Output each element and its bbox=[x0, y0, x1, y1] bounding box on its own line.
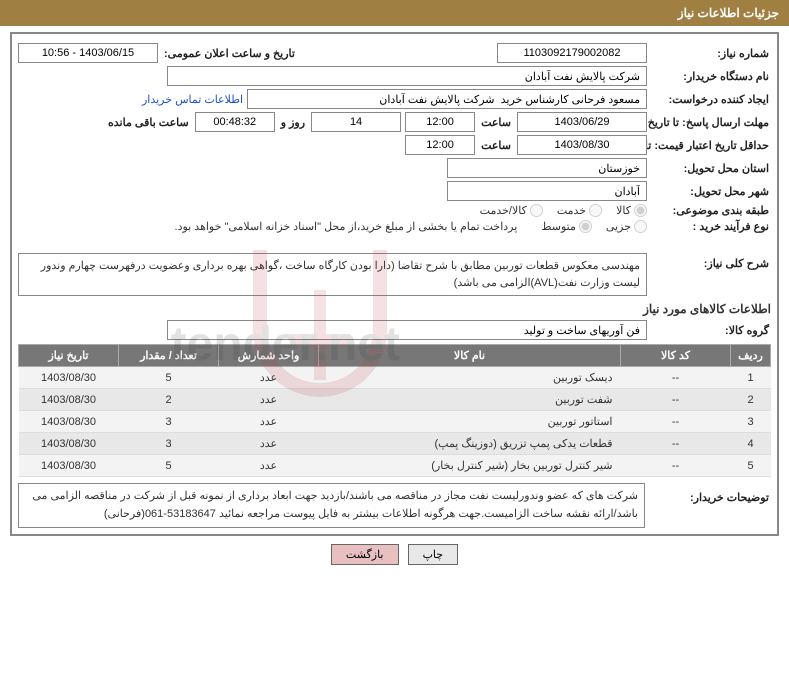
cell-unit: عدد bbox=[219, 433, 319, 455]
proc-radios: جزیی متوسط bbox=[541, 220, 647, 233]
cell-qty: 2 bbox=[119, 389, 219, 411]
cell-unit: عدد bbox=[219, 455, 319, 477]
items-table: ردیف کد کالا نام کالا واحد شمارش تعداد /… bbox=[18, 344, 771, 477]
cell-unit: عدد bbox=[219, 411, 319, 433]
cell-code: -- bbox=[621, 455, 731, 477]
announce-label: تاریخ و ساعت اعلان عمومی: bbox=[162, 47, 297, 60]
th-name: نام کالا bbox=[319, 345, 621, 367]
announce-field bbox=[18, 43, 158, 63]
validity-time-field bbox=[405, 135, 475, 155]
cell-name: شفت توربین bbox=[319, 389, 621, 411]
requester-field bbox=[247, 89, 647, 109]
contact-link[interactable]: اطلاعات تماس خریدار bbox=[142, 93, 243, 106]
days-label: روز و bbox=[279, 116, 307, 129]
table-row: 5--شیر کنترل توربین بخار (شیر کنترل بخار… bbox=[19, 455, 771, 477]
cell-n: 5 bbox=[731, 455, 771, 477]
cell-qty: 5 bbox=[119, 367, 219, 389]
page-title: جزئیات اطلاعات نیاز bbox=[678, 6, 779, 20]
back-button[interactable]: بازگشت bbox=[331, 544, 399, 565]
table-row: 4--قطعات یدکی پمپ تزریق (دوزینگ پمپ)عدد3… bbox=[19, 433, 771, 455]
cell-qty: 3 bbox=[119, 411, 219, 433]
cell-name: قطعات یدکی پمپ تزریق (دوزینگ پمپ) bbox=[319, 433, 621, 455]
countdown-field bbox=[195, 112, 275, 132]
cell-n: 3 bbox=[731, 411, 771, 433]
radio-goods[interactable]: کالا bbox=[616, 204, 647, 217]
cell-qty: 5 bbox=[119, 455, 219, 477]
table-row: 2--شفت توربینعدد21403/08/30 bbox=[19, 389, 771, 411]
cell-n: 4 bbox=[731, 433, 771, 455]
group-label: گروه کالا: bbox=[651, 324, 771, 337]
cell-date: 1403/08/30 bbox=[19, 367, 119, 389]
city-field bbox=[447, 181, 647, 201]
th-code: کد کالا bbox=[621, 345, 731, 367]
cell-unit: عدد bbox=[219, 389, 319, 411]
buyer-org-label: نام دستگاه خریدار: bbox=[651, 70, 771, 83]
cell-name: استاتور توربین bbox=[319, 411, 621, 433]
province-label: استان محل تحویل: bbox=[651, 162, 771, 175]
category-radios: کالا خدمت کالا/خدمت bbox=[480, 204, 647, 217]
cell-date: 1403/08/30 bbox=[19, 389, 119, 411]
validity-label: حداقل تاریخ اعتبار قیمت: تا تاریخ: bbox=[651, 139, 771, 152]
cell-n: 2 bbox=[731, 389, 771, 411]
radio-small[interactable]: جزیی bbox=[606, 220, 647, 233]
cell-code: -- bbox=[621, 367, 731, 389]
table-row: 3--استاتور توربینعدد31403/08/30 bbox=[19, 411, 771, 433]
time-label-2: ساعت bbox=[479, 139, 513, 152]
number-label: شماره نیاز: bbox=[651, 47, 771, 60]
page-title-bar: جزئیات اطلاعات نیاز bbox=[0, 0, 789, 26]
radio-both[interactable]: کالا/خدمت bbox=[480, 204, 543, 217]
cell-date: 1403/08/30 bbox=[19, 433, 119, 455]
cell-unit: عدد bbox=[219, 367, 319, 389]
cell-code: -- bbox=[621, 411, 731, 433]
payment-note: پرداخت تمام یا بخشی از مبلغ خرید،از محل … bbox=[175, 220, 518, 233]
th-unit: واحد شمارش bbox=[219, 345, 319, 367]
radio-medium[interactable]: متوسط bbox=[541, 220, 592, 233]
group-field bbox=[167, 320, 647, 340]
requester-label: ایجاد کننده درخواست: bbox=[651, 93, 771, 106]
overall-label: شرح کلی نیاز: bbox=[651, 253, 771, 270]
province-field bbox=[447, 158, 647, 178]
reply-date-field bbox=[517, 112, 647, 132]
buyer-org-field bbox=[167, 66, 647, 86]
buyer-note: شرکت های که عضو وندورلیست نفت مجاز در من… bbox=[18, 483, 645, 528]
reply-time-field bbox=[405, 112, 475, 132]
items-section-title: اطلاعات کالاهای مورد نیاز bbox=[18, 302, 771, 316]
cell-qty: 3 bbox=[119, 433, 219, 455]
number-field bbox=[497, 43, 647, 63]
time-label-1: ساعت bbox=[479, 116, 513, 129]
cell-name: دیسک توربین bbox=[319, 367, 621, 389]
category-label: طبقه بندی موضوعی: bbox=[651, 204, 771, 217]
th-row: ردیف bbox=[731, 345, 771, 367]
buyer-note-label: توضیحات خریدار: bbox=[651, 483, 771, 504]
cell-code: -- bbox=[621, 389, 731, 411]
validity-date-field bbox=[517, 135, 647, 155]
th-qty: تعداد / مقدار bbox=[119, 345, 219, 367]
days-field bbox=[311, 112, 401, 132]
radio-service[interactable]: خدمت bbox=[557, 204, 602, 217]
details-panel: شماره نیاز: تاریخ و ساعت اعلان عمومی: نا… bbox=[10, 32, 779, 536]
button-row: چاپ بازگشت bbox=[0, 544, 789, 565]
cell-date: 1403/08/30 bbox=[19, 411, 119, 433]
table-row: 1--دیسک توربینعدد51403/08/30 bbox=[19, 367, 771, 389]
remaining-label: ساعت باقی مانده bbox=[106, 116, 191, 129]
proc-type-label: نوع فرآیند خرید : bbox=[651, 220, 771, 233]
th-date: تاریخ نیاز bbox=[19, 345, 119, 367]
cell-name: شیر کنترل توربین بخار (شیر کنترل بخار) bbox=[319, 455, 621, 477]
reply-deadline-label: مهلت ارسال پاسخ: تا تاریخ: bbox=[651, 116, 771, 129]
cell-n: 1 bbox=[731, 367, 771, 389]
cell-code: -- bbox=[621, 433, 731, 455]
city-label: شهر محل تحویل: bbox=[651, 185, 771, 198]
overall-desc: مهندسی معکوس قطعات توربین مطابق با شرح ت… bbox=[18, 253, 647, 296]
cell-date: 1403/08/30 bbox=[19, 455, 119, 477]
print-button[interactable]: چاپ bbox=[408, 544, 459, 565]
